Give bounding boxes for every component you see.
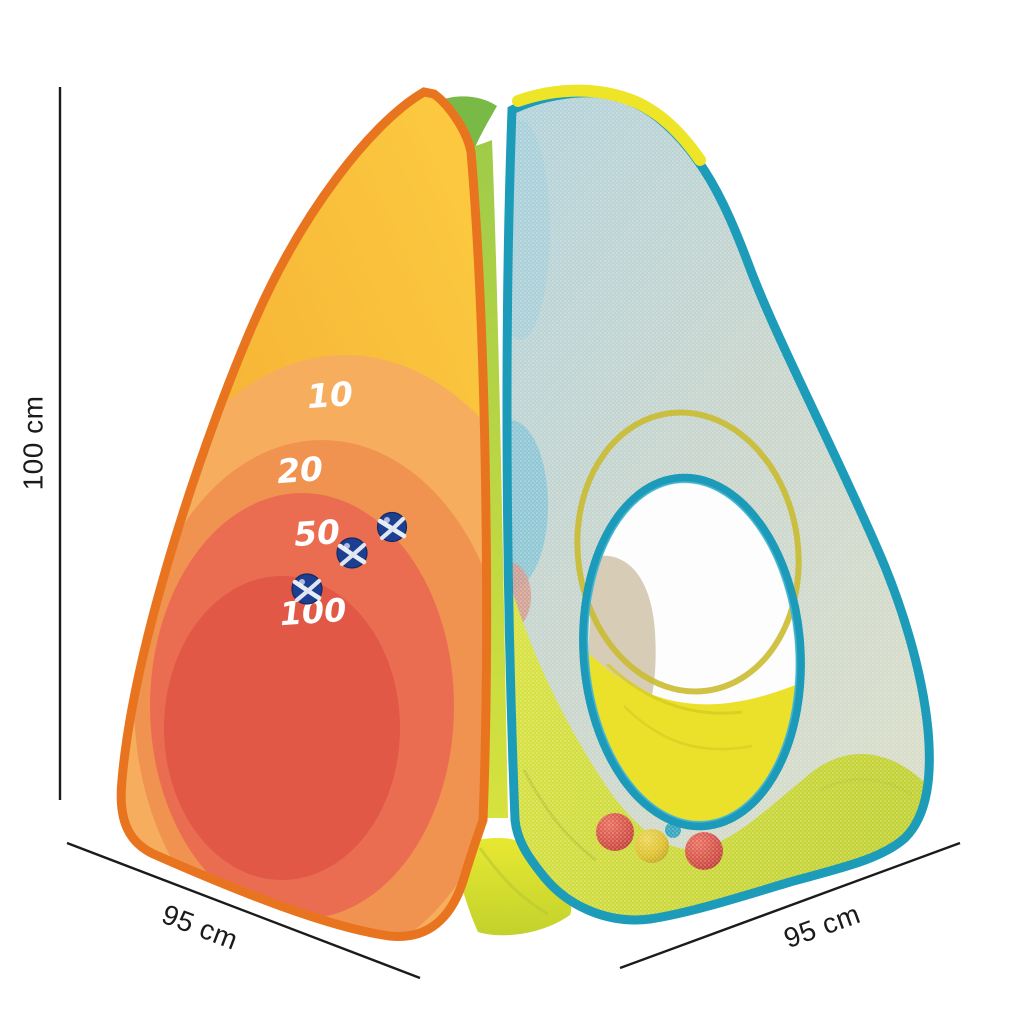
target-score-10: 10 (306, 374, 355, 416)
sticky-ball (291, 573, 323, 605)
sticky-ball-strap (339, 542, 367, 567)
mesh-teal-rim (502, 88, 934, 925)
sticky-ball-strap (294, 578, 322, 603)
sticky-ball-highlight (344, 543, 350, 549)
hole-teal-rim (579, 473, 805, 831)
right-width-dimension-line (619, 841, 961, 970)
target-panel: 10 20 50 100 (116, 87, 492, 941)
right-width-dimension-label: 95 cm (780, 898, 865, 954)
target-score-50: 50 (293, 512, 342, 554)
sticky-ball-strap (379, 516, 406, 541)
sticky-ball (376, 511, 408, 543)
left-width-dimension-label: 95 cm (158, 898, 243, 955)
height-dimension-label: 100 cm (18, 396, 49, 491)
mesh-panel (502, 88, 934, 925)
back-hole-yellow-ring (574, 409, 802, 695)
sticky-ball-highlight (299, 579, 305, 585)
sticky-ball-highlight (384, 517, 390, 523)
front-orange-rim (116, 87, 492, 941)
left-width-dimension-line (66, 841, 421, 980)
top-yellow-band (512, 84, 706, 166)
target-ring-100 (164, 576, 400, 880)
tunnel-hole (574, 409, 812, 834)
hole-yellow-wrinkle (605, 662, 743, 715)
floor-bulge-wrinkle (478, 847, 549, 916)
target-score-20: 20 (276, 449, 325, 491)
hole-rim-highlight (586, 481, 798, 823)
hole-yellow-wrinkle (623, 705, 753, 751)
sticky-ball (336, 537, 368, 569)
